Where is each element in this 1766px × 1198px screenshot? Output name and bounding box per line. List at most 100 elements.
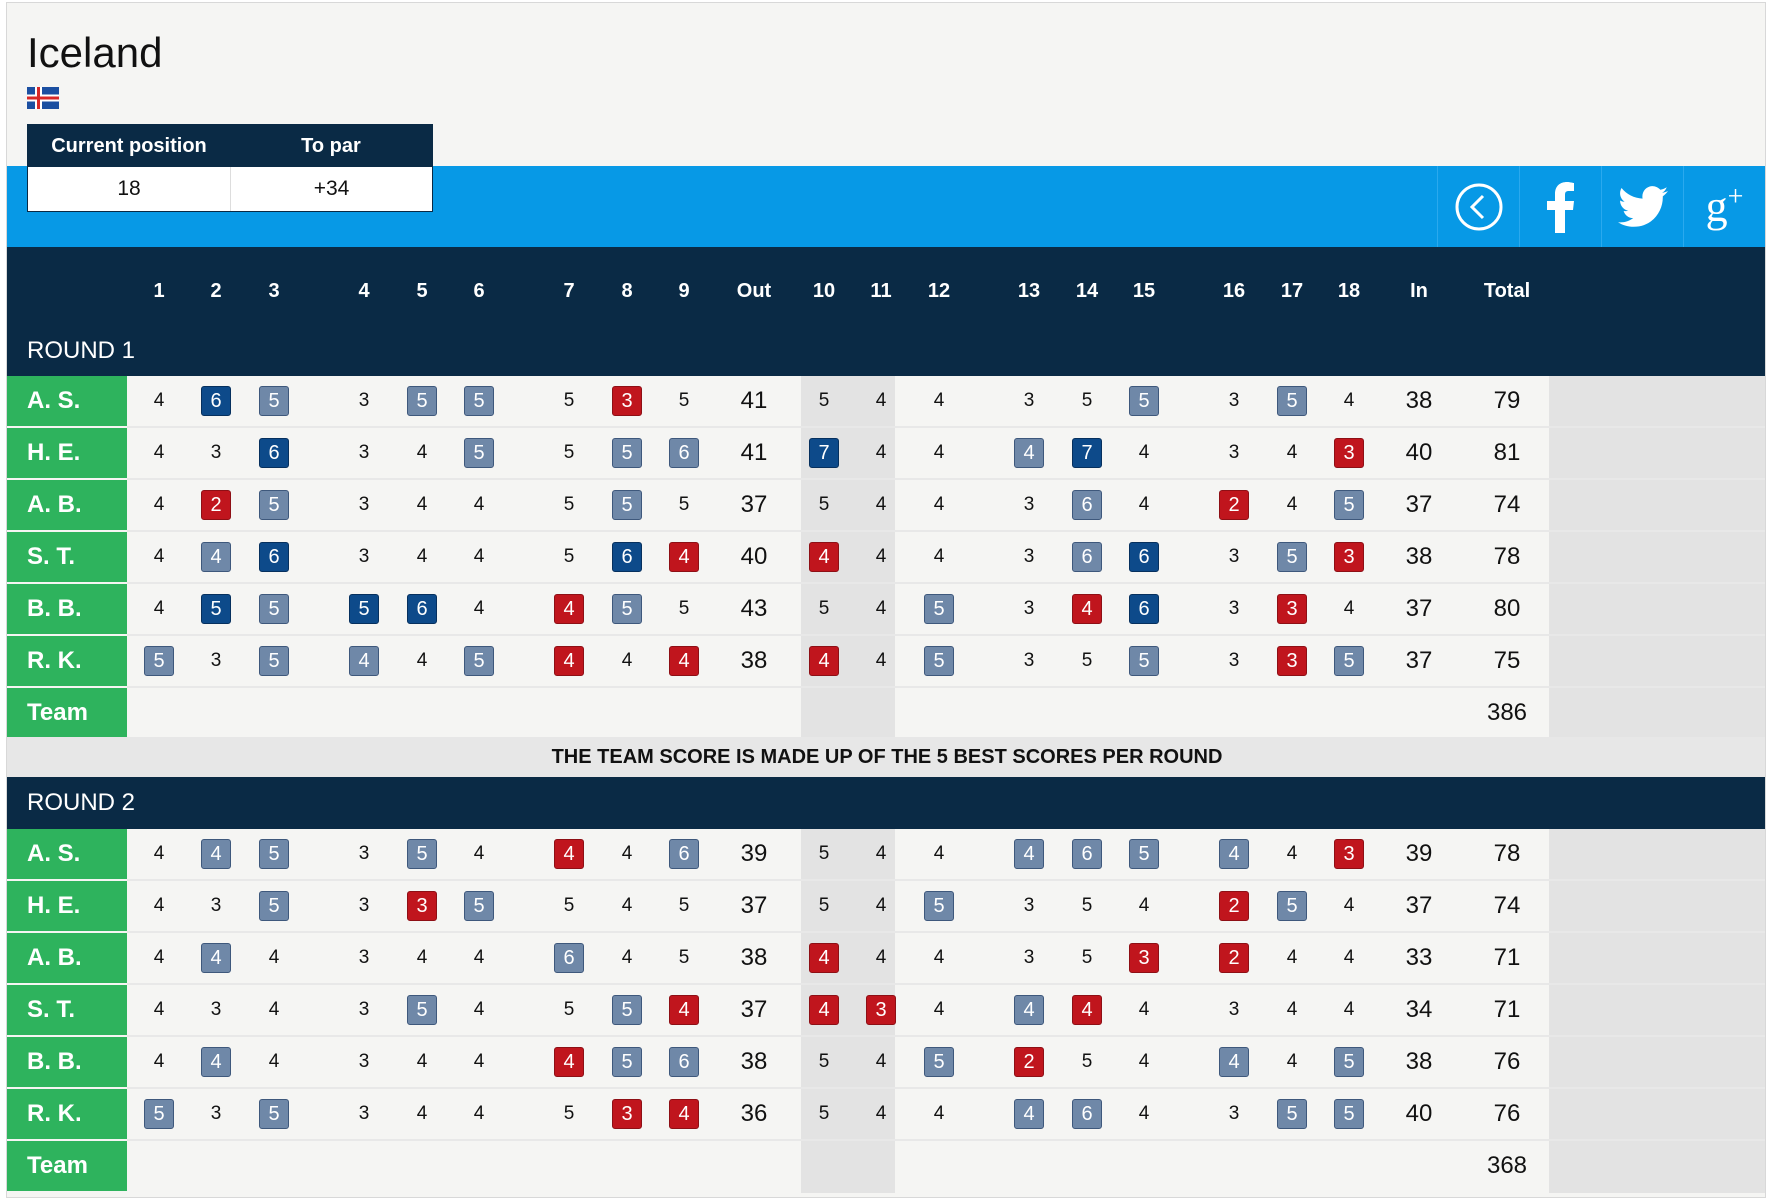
score-badge: 7 xyxy=(809,438,839,468)
score-badge: 5 xyxy=(1334,646,1364,676)
player-name[interactable]: H. E. xyxy=(7,428,127,478)
round-label: ROUND 2 xyxy=(27,789,136,816)
score-badge: 3 xyxy=(1334,839,1364,869)
hole-score: 4 xyxy=(621,843,633,864)
hole-score: 4 xyxy=(416,546,428,567)
hole-score: 4 xyxy=(153,598,165,619)
hole-score: 4 xyxy=(933,390,945,411)
twitter-button[interactable] xyxy=(1601,166,1683,247)
hole-score: 4 xyxy=(664,532,704,582)
score-badge: 6 xyxy=(1129,594,1159,624)
column-header-4: 4 xyxy=(358,279,370,302)
out-score: 38 xyxy=(740,1048,768,1075)
hole-score: 3 xyxy=(607,1089,647,1139)
hole-score: 4 xyxy=(196,829,236,879)
hole-score: 5 xyxy=(344,584,384,634)
out-score: 40 xyxy=(740,543,768,570)
column-header-6: 6 xyxy=(473,279,485,302)
hole-score: 6 xyxy=(664,428,704,478)
player-name[interactable]: A. S. xyxy=(7,829,127,879)
hole-score: 4 xyxy=(196,532,236,582)
hole-score: 4 xyxy=(196,1037,236,1087)
score-badge: 6 xyxy=(259,438,289,468)
facebook-icon xyxy=(1546,181,1574,233)
player-name[interactable]: H. E. xyxy=(7,881,127,931)
hole-score: 4 xyxy=(875,650,887,671)
hole-score: 5 xyxy=(919,584,959,634)
column-header-1: 1 xyxy=(153,279,165,302)
hole-score: 4 xyxy=(268,947,280,968)
social-bar: g+ xyxy=(1437,166,1765,247)
hole-score: 2 xyxy=(1214,480,1254,530)
score-badge: 4 xyxy=(554,839,584,869)
hole-score: 4 xyxy=(416,650,428,671)
score-badge: 6 xyxy=(669,839,699,869)
round-label: ROUND 1 xyxy=(27,337,136,364)
score-badge: 2 xyxy=(1219,891,1249,921)
player-name[interactable]: A. B. xyxy=(7,480,127,530)
hole-score: 5 xyxy=(1081,390,1093,411)
hole-score: 3 xyxy=(1228,546,1240,567)
team-total: 368 xyxy=(1486,1152,1528,1179)
to-par-value: +34 xyxy=(230,167,432,211)
hole-score: 6 xyxy=(1067,480,1107,530)
hole-score: 5 xyxy=(1081,947,1093,968)
hole-score: 5 xyxy=(563,895,575,916)
player-name[interactable]: R. K. xyxy=(7,636,127,686)
hole-score: 4 xyxy=(875,546,887,567)
hole-score: 4 xyxy=(473,546,485,567)
hole-score: 5 xyxy=(919,1037,959,1087)
column-header: ROUND 1 1 2 3 4 5 6 7 8 9 Out 10 11 12 13 14 15 16 17 18 In… xyxy=(7,247,1765,377)
back-button[interactable] xyxy=(1437,166,1519,247)
hole-score: 5 xyxy=(607,1037,647,1087)
hole-score: 4 xyxy=(473,947,485,968)
player-name[interactable]: B. B. xyxy=(7,1037,127,1087)
country-title: Iceland xyxy=(27,29,163,76)
hole-score: 5 xyxy=(563,442,575,463)
hole-score: 4 xyxy=(1009,1089,1049,1139)
player-name[interactable]: S. T. xyxy=(7,985,127,1035)
hole-score: 5 xyxy=(818,1051,830,1072)
in-score: 34 xyxy=(1405,996,1433,1023)
player-name[interactable]: R. K. xyxy=(7,1089,127,1139)
player-name[interactable]: S. T. xyxy=(7,532,127,582)
total-score: 76 xyxy=(1493,1100,1521,1127)
hole-score: 3 xyxy=(210,895,222,916)
hole-score: 4 xyxy=(196,933,236,983)
score-badge: 4 xyxy=(1219,839,1249,869)
score-badge: 5 xyxy=(1277,1099,1307,1129)
hole-score: 4 xyxy=(1009,829,1049,879)
out-score: 39 xyxy=(740,840,768,867)
facebook-button[interactable] xyxy=(1519,166,1601,247)
hole-score: 4 xyxy=(1214,829,1254,879)
hole-score: 4 xyxy=(153,494,165,515)
google-plus-button[interactable]: g+ xyxy=(1683,166,1765,247)
score-badge: 5 xyxy=(1277,542,1307,572)
hole-score: 4 xyxy=(1067,584,1107,634)
hole-score: 4 xyxy=(1009,985,1049,1035)
in-score: 38 xyxy=(1405,543,1433,570)
hole-score: 4 xyxy=(875,442,887,463)
hole-score: 5 xyxy=(818,390,830,411)
score-badge: 4 xyxy=(349,646,379,676)
hole-score: 3 xyxy=(1272,636,1312,686)
player-name[interactable]: A. B. xyxy=(7,933,127,983)
hole-score: 4 xyxy=(416,442,428,463)
hole-score: 5 xyxy=(678,895,690,916)
score-badge: 3 xyxy=(1277,646,1307,676)
score-badge: 5 xyxy=(612,594,642,624)
player-name[interactable]: A. S. xyxy=(7,376,127,426)
total-score: 78 xyxy=(1493,840,1521,867)
score-badge: 6 xyxy=(407,594,437,624)
hole-score: 4 xyxy=(1138,442,1150,463)
hole-score: 5 xyxy=(1272,376,1312,426)
hole-score: 5 xyxy=(919,636,959,686)
hole-score: 3 xyxy=(1272,584,1312,634)
score-badge: 6 xyxy=(1072,542,1102,572)
position-table: Current position To par 18 +34 xyxy=(28,125,432,211)
hole-score: 3 xyxy=(358,546,370,567)
hole-score: 3 xyxy=(1023,947,1035,968)
hole-score: 5 xyxy=(1329,1037,1369,1087)
player-name[interactable]: B. B. xyxy=(7,584,127,634)
hole-score: 3 xyxy=(1023,598,1035,619)
